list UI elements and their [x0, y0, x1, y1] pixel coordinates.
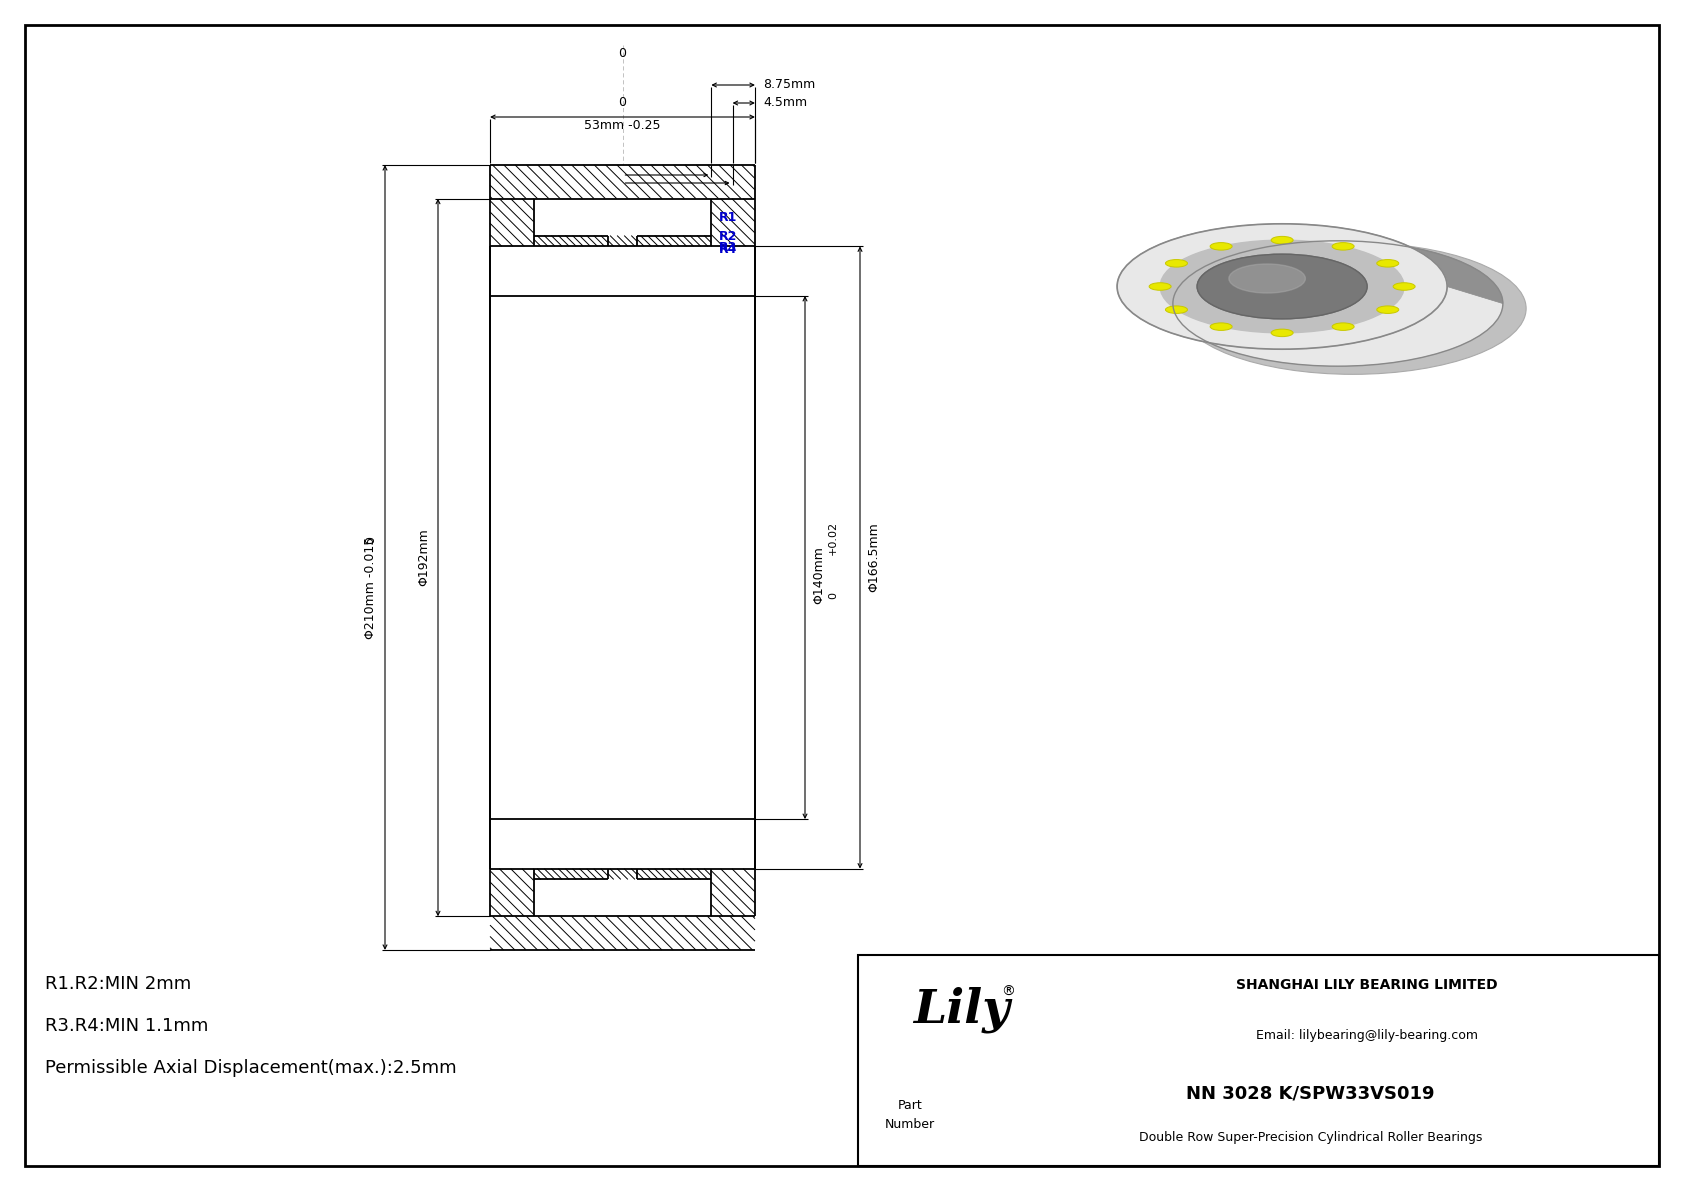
Text: R1.R2:MIN 2mm: R1.R2:MIN 2mm [45, 975, 192, 993]
Text: Φ192mm: Φ192mm [418, 529, 431, 586]
Text: 0: 0 [618, 96, 626, 110]
Bar [859, 955, 1659, 1166]
Text: R4: R4 [719, 243, 738, 256]
Text: 8.75mm: 8.75mm [763, 79, 815, 92]
Ellipse shape [1378, 260, 1399, 267]
Text: 4.5mm: 4.5mm [763, 96, 807, 110]
Text: Lily: Lily [913, 986, 1009, 1033]
Text: 0: 0 [829, 592, 839, 599]
Text: 0: 0 [364, 536, 377, 543]
Text: ®: ® [1002, 985, 1015, 999]
Text: R3.R4:MIN 1.1mm: R3.R4:MIN 1.1mm [45, 1017, 209, 1035]
Ellipse shape [1253, 272, 1423, 336]
Ellipse shape [1172, 241, 1502, 366]
Text: Permissible Axial Displacement(max.):2.5mm: Permissible Axial Displacement(max.):2.5… [45, 1059, 456, 1077]
Ellipse shape [1197, 254, 1367, 319]
Text: 53mm -0.25: 53mm -0.25 [584, 119, 660, 132]
Text: Double Row Super-Precision Cylindrical Roller Bearings: Double Row Super-Precision Cylindrical R… [1138, 1131, 1482, 1145]
Polygon shape [1116, 287, 1502, 366]
Text: Φ140mm: Φ140mm [812, 547, 825, 605]
Ellipse shape [1378, 306, 1399, 313]
Text: NN 3028 K/SPW33VS019: NN 3028 K/SPW33VS019 [1186, 1084, 1435, 1102]
Ellipse shape [1165, 260, 1187, 267]
Text: Φ166.5mm: Φ166.5mm [867, 523, 881, 592]
Text: R2: R2 [719, 230, 738, 243]
Text: Part
Number: Part Number [886, 1099, 935, 1131]
Ellipse shape [1148, 282, 1170, 291]
Ellipse shape [1221, 258, 1485, 358]
Text: R3: R3 [719, 241, 738, 254]
Text: SHANGHAI LILY BEARING LIMITED: SHANGHAI LILY BEARING LIMITED [1236, 978, 1497, 992]
Ellipse shape [1332, 323, 1354, 330]
Ellipse shape [1165, 306, 1187, 313]
Ellipse shape [1229, 264, 1305, 293]
Polygon shape [1116, 224, 1502, 304]
Ellipse shape [1211, 243, 1233, 250]
Ellipse shape [1271, 236, 1293, 244]
Ellipse shape [1160, 241, 1404, 332]
Text: Email: lilybearing@lily-bearing.com: Email: lilybearing@lily-bearing.com [1256, 1029, 1477, 1042]
Text: R1: R1 [719, 211, 738, 224]
Ellipse shape [1271, 329, 1293, 337]
Ellipse shape [1116, 224, 1447, 349]
Ellipse shape [1179, 243, 1526, 374]
Ellipse shape [1214, 261, 1351, 312]
Text: Φ210mm -0.015: Φ210mm -0.015 [364, 536, 377, 638]
Ellipse shape [1211, 323, 1233, 330]
Text: 0: 0 [618, 46, 626, 60]
Text: +0.02: +0.02 [829, 520, 839, 555]
Ellipse shape [1393, 282, 1415, 291]
Ellipse shape [1332, 243, 1354, 250]
